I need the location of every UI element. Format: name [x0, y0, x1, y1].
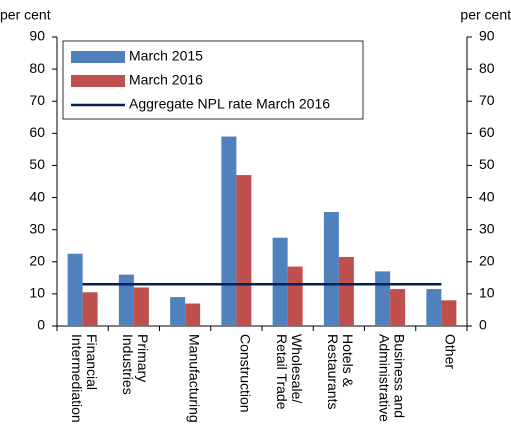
bar [338, 256, 354, 326]
y2-axis-label: per cent [460, 7, 511, 23]
y-tick-label: 0 [37, 317, 45, 333]
x-tick-label-group: Manufacturing [186, 334, 202, 423]
y-tick-label: 50 [29, 156, 45, 172]
y2-tick-label: 60 [479, 124, 495, 140]
x-tick-label-group: Wholesale/Retail Trade [274, 334, 305, 410]
x-tick-label: Business and [391, 334, 407, 418]
x-tick-label-group: Other [443, 334, 459, 369]
y-tick-label: 30 [29, 220, 45, 236]
bar [236, 175, 252, 326]
x-tick-label: Primary [135, 334, 151, 382]
y2-tick-label: 10 [479, 285, 495, 301]
y-tick-label: 90 [29, 28, 45, 44]
bar [272, 237, 288, 326]
bar [287, 266, 303, 326]
x-tick-label: Hotels & [340, 334, 356, 388]
legend-swatch [71, 75, 125, 87]
x-tick-label: Administrative [376, 334, 392, 422]
y-axis-label: per cent [0, 7, 51, 23]
x-tick-label: Construction [238, 334, 254, 413]
y2-tick-label: 80 [479, 60, 495, 76]
legend-label: March 2015 [129, 48, 203, 64]
bar [441, 300, 457, 326]
x-tick-label: Intermediation [69, 334, 85, 423]
bar [221, 136, 237, 326]
y-tick-label: 60 [29, 124, 45, 140]
bar [323, 212, 339, 326]
bar [185, 303, 201, 326]
bar [82, 292, 98, 326]
legend-label: Aggregate NPL rate March 2016 [129, 96, 330, 112]
x-tick-label: Industries [120, 334, 136, 395]
bar [390, 289, 406, 326]
x-tick-label: Manufacturing [186, 334, 202, 423]
y-tick-label: 20 [29, 252, 45, 268]
y-tick-label: 80 [29, 60, 45, 76]
x-tick-label-group: Hotels &Restaurants [325, 334, 356, 409]
y2-tick-label: 20 [479, 252, 495, 268]
x-tick-label: Wholesale/ [289, 334, 305, 403]
bar [426, 289, 442, 326]
x-tick-label: Retail Trade [274, 334, 290, 410]
y2-tick-label: 50 [479, 156, 495, 172]
y-tick-label: 10 [29, 285, 45, 301]
y2-tick-label: 90 [479, 28, 495, 44]
bar [133, 287, 149, 326]
bar [170, 297, 186, 326]
y2-tick-label: 70 [479, 92, 495, 108]
x-tick-label-group: Construction [238, 334, 254, 413]
bar [118, 274, 134, 326]
x-tick-label: Restaurants [325, 334, 341, 409]
y-tick-label: 40 [29, 188, 45, 204]
bar [375, 271, 391, 326]
y2-tick-label: 30 [479, 220, 495, 236]
x-tick-label: Financial [84, 334, 100, 390]
bar [67, 253, 83, 326]
y-tick-label: 70 [29, 92, 45, 108]
legend-label: March 2016 [129, 72, 203, 88]
y2-tick-label: 40 [479, 188, 495, 204]
y2-tick-label: 0 [479, 317, 487, 333]
legend-swatch [71, 51, 125, 63]
x-tick-label: Other [443, 334, 459, 369]
